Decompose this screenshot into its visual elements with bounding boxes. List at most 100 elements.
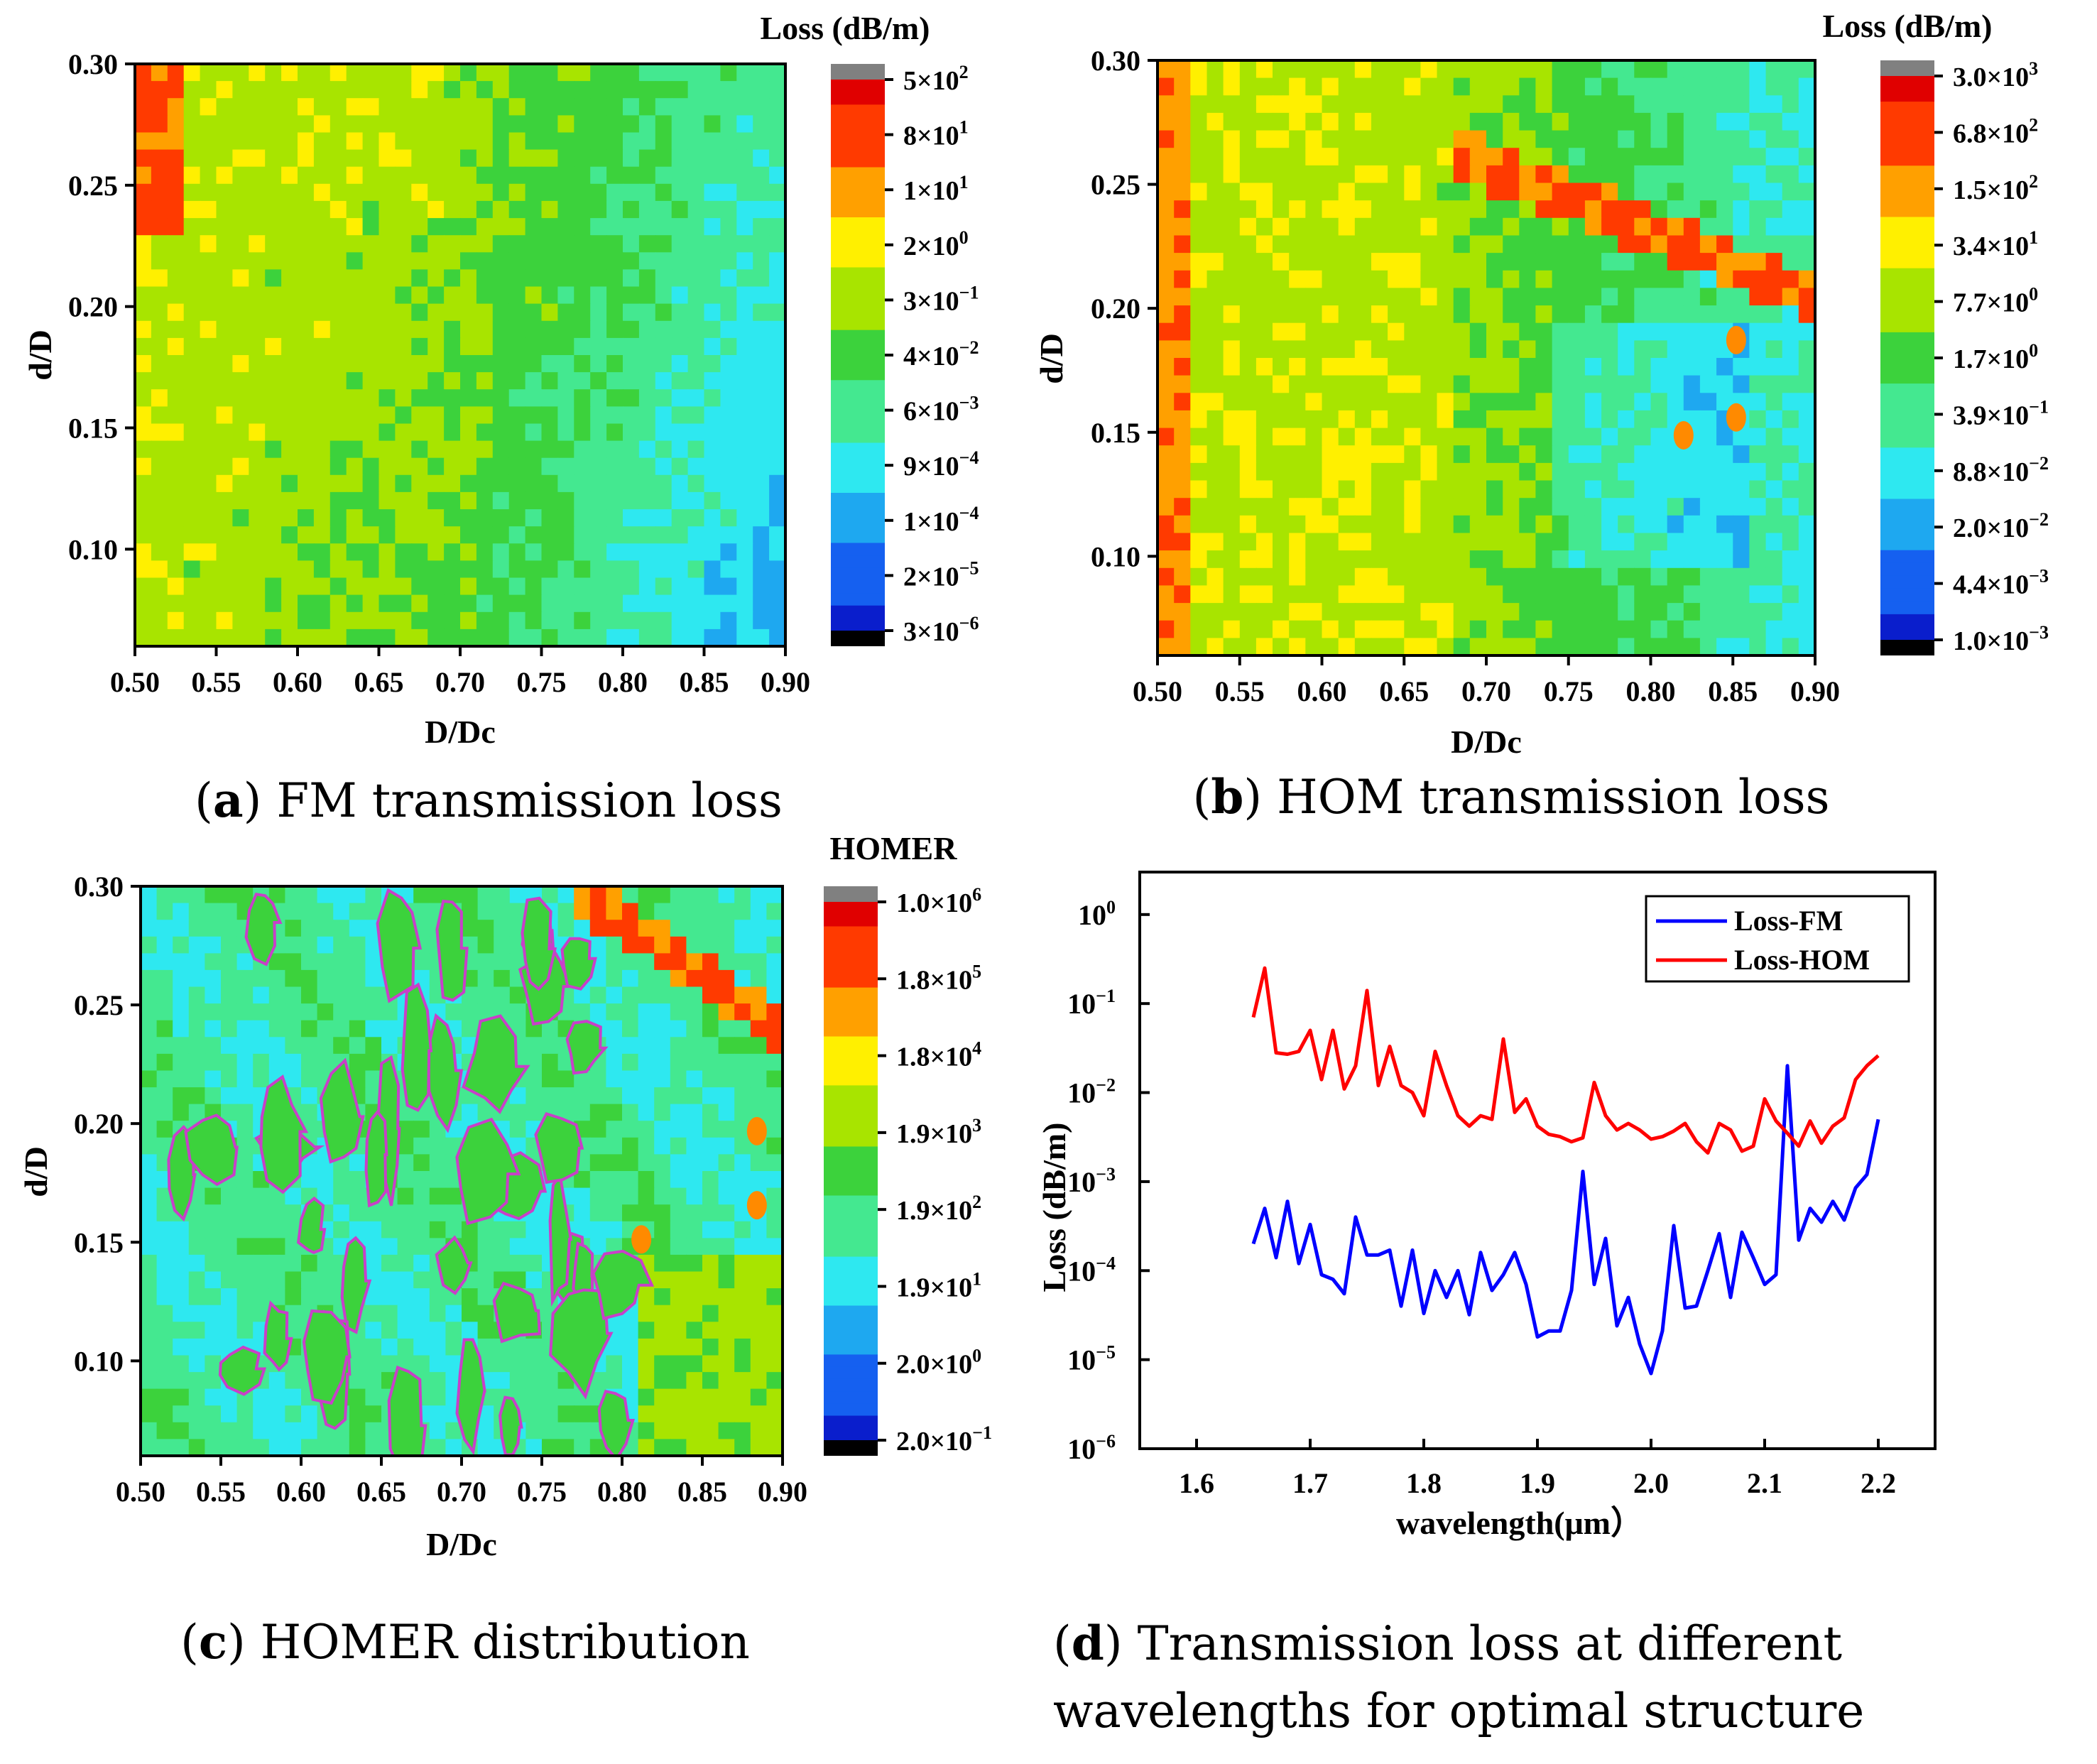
colorbar-under	[1880, 640, 1934, 655]
heat-cell	[333, 953, 350, 971]
heat-cell	[445, 1422, 462, 1440]
heat-cell	[281, 149, 298, 168]
heat-cell	[298, 457, 315, 476]
heat-cell	[753, 389, 770, 408]
heat-cell	[141, 986, 158, 1004]
heat-cell	[1683, 638, 1701, 655]
heat-cell	[1322, 445, 1339, 464]
heat-cell	[1469, 200, 1487, 219]
heat-cell	[1486, 462, 1503, 481]
heat-cell	[769, 372, 785, 390]
heat-cell	[365, 1070, 382, 1088]
heat-cell	[313, 200, 331, 219]
heat-cell	[542, 1422, 559, 1440]
heat-cell	[477, 986, 494, 1004]
heat-cell	[183, 355, 201, 373]
heat-cell	[216, 98, 234, 116]
heat-cell	[141, 1154, 158, 1172]
heat-cell	[249, 337, 266, 356]
heat-cell	[476, 337, 494, 356]
heat-cell	[704, 286, 721, 305]
heat-cell	[769, 491, 785, 510]
heat-cell	[687, 286, 705, 305]
heat-cell	[1256, 428, 1273, 446]
heat-cell	[1667, 480, 1684, 499]
heat-cell	[1256, 253, 1273, 271]
heat-cell	[285, 903, 302, 920]
heat-cell	[1273, 130, 1290, 148]
heat-cell	[411, 149, 428, 168]
heat-cell	[135, 286, 152, 305]
heat-cell	[769, 149, 785, 168]
heat-cell	[686, 1104, 703, 1121]
heat-cell	[1158, 165, 1175, 184]
heat-cell	[1256, 112, 1273, 131]
heat-cell	[1535, 480, 1553, 499]
heat-cell	[753, 64, 770, 82]
heat-cell	[720, 560, 738, 579]
heat-cell	[1190, 550, 1208, 569]
heat-cell	[346, 509, 364, 527]
heat-cell	[1716, 305, 1733, 324]
heat-cell	[281, 372, 298, 390]
heat-cell	[265, 509, 282, 527]
heat-cell	[183, 320, 201, 339]
heat-cell	[1584, 428, 1602, 446]
contour-region	[364, 1109, 388, 1208]
heat-cell	[285, 1003, 302, 1021]
heat-cell	[492, 252, 510, 271]
heat-cell	[236, 1422, 254, 1440]
heat-cell	[1503, 603, 1520, 621]
heat-cell	[541, 303, 559, 322]
colorbar-segment	[831, 442, 885, 456]
heat-cell	[1371, 95, 1388, 114]
heat-cell	[1437, 130, 1454, 148]
heat-cell	[200, 491, 217, 510]
heat-cell	[200, 337, 217, 356]
heat-cell	[736, 337, 753, 356]
heat-cell	[1584, 393, 1602, 411]
heat-cell	[1568, 410, 1586, 429]
heat-cell	[766, 1405, 783, 1423]
heat-cell	[221, 920, 238, 937]
heat-cell	[1256, 183, 1273, 201]
heat-cell	[1667, 515, 1684, 534]
colorbar-segment	[824, 1109, 878, 1123]
heat-cell	[1371, 130, 1388, 148]
x-tick-label: 2.1	[1747, 1467, 1782, 1499]
heat-cell	[346, 183, 364, 202]
heat-cell	[1273, 235, 1290, 254]
heat-cell	[253, 1288, 270, 1306]
colorbar-segment	[831, 455, 885, 469]
heat-cell	[1535, 375, 1553, 393]
heat-cell	[1190, 305, 1208, 324]
heat-cell	[623, 218, 640, 236]
heat-cell	[1453, 165, 1471, 184]
heat-cell	[638, 235, 656, 254]
heat-cell	[173, 1254, 190, 1273]
heat-cell	[317, 1254, 334, 1273]
y-ticks-b: 0.300.250.200.150.10	[1091, 45, 1158, 572]
heat-cell	[1584, 533, 1602, 551]
heat-cell	[1469, 305, 1487, 324]
heat-cell	[427, 355, 445, 373]
heat-cell	[702, 1238, 719, 1256]
heat-cell	[704, 200, 721, 219]
heat-cell	[508, 286, 526, 305]
heat-cell	[753, 457, 770, 476]
heat-cell	[167, 149, 185, 168]
heat-cell	[686, 1187, 703, 1205]
heat-cell	[1420, 270, 1438, 289]
heat-cell	[1207, 253, 1224, 271]
heat-cell	[704, 594, 721, 613]
contour-region	[499, 1395, 523, 1456]
heat-cell	[395, 611, 413, 630]
heat-cell	[1223, 200, 1241, 219]
heat-cell	[1716, 77, 1733, 96]
heat-cell	[298, 303, 315, 322]
heat-cell	[1305, 112, 1323, 131]
y-tick-label: 0.30	[1091, 45, 1140, 77]
heat-cell	[574, 303, 591, 322]
heat-cell	[769, 577, 785, 596]
heat-cell	[1699, 533, 1717, 551]
